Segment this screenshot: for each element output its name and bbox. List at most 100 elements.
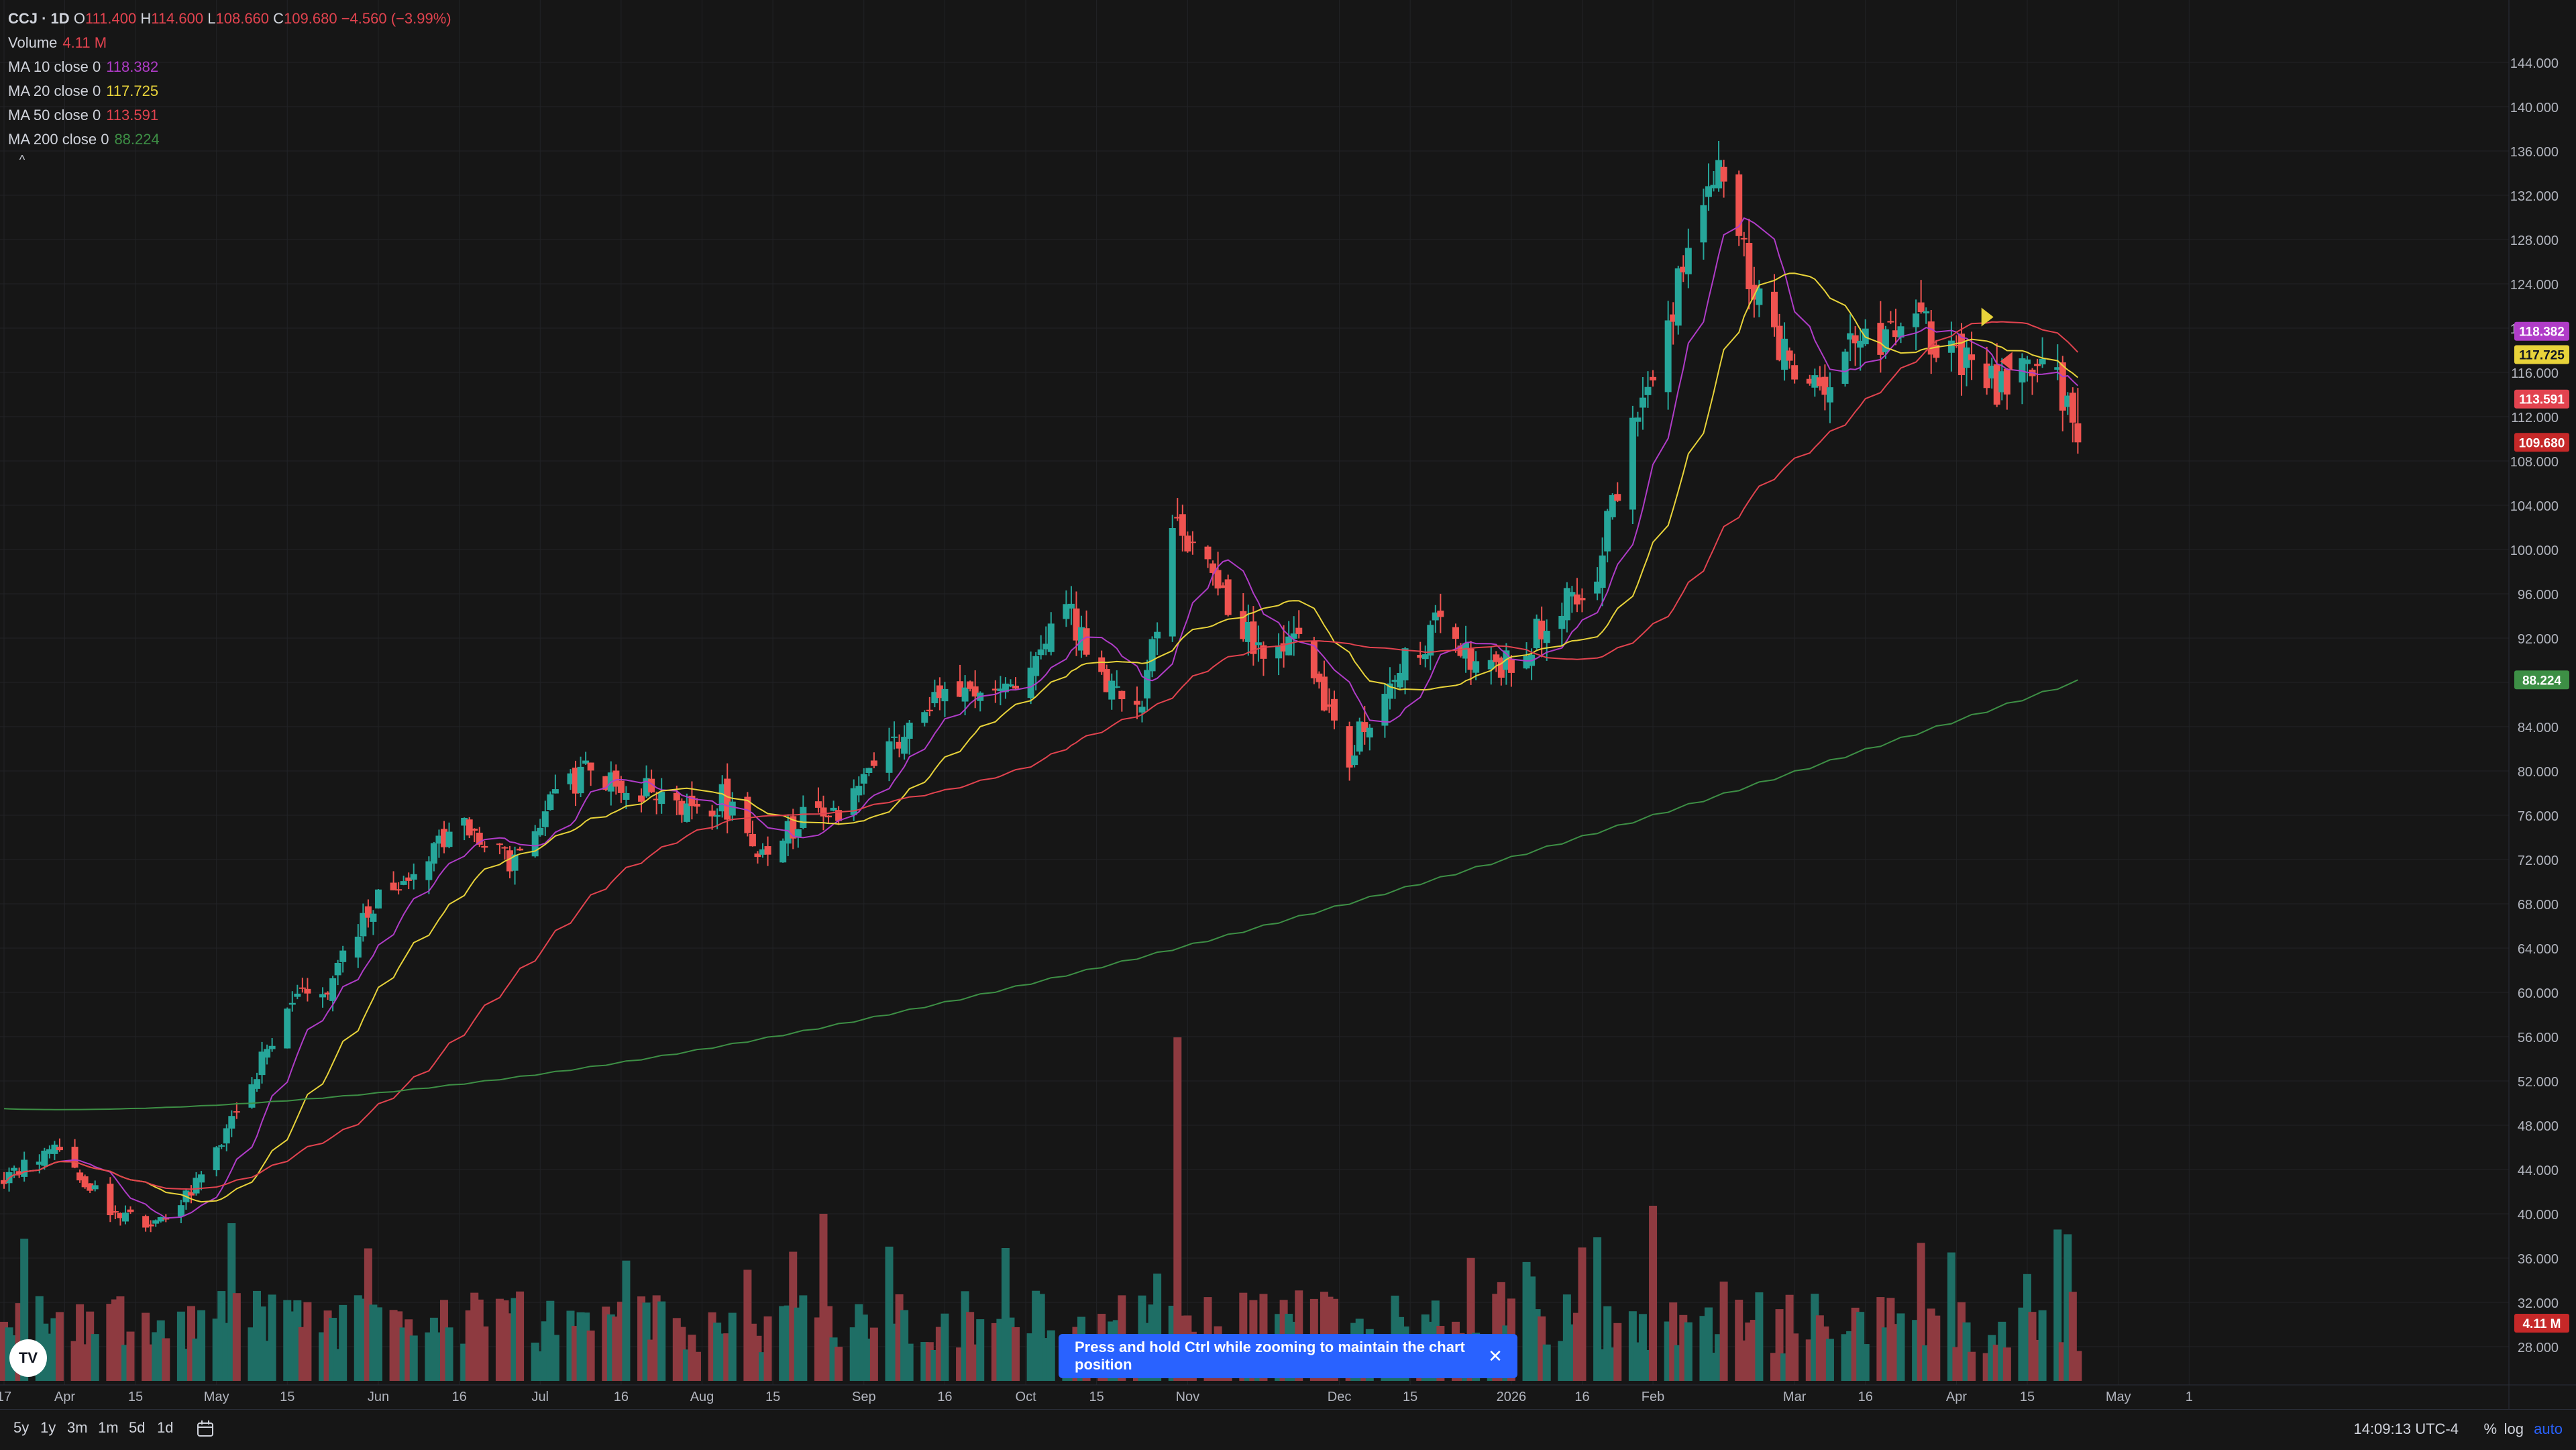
close-value: 109.680 <box>284 10 337 27</box>
price-tick-label: 104.000 <box>2510 499 2559 514</box>
timeframe-3m-button[interactable]: 3m <box>67 1419 88 1436</box>
timeframe-5y-button[interactable]: 5y <box>13 1419 30 1436</box>
clock-timezone[interactable]: 14:09:13 UTC-4 <box>2353 1420 2459 1437</box>
candle-body <box>921 712 928 723</box>
candle-body <box>517 848 524 851</box>
time-tick-label: 15 <box>2020 1390 2035 1404</box>
grid-lines <box>0 0 2509 1385</box>
candle-body <box>304 988 311 994</box>
candle-body <box>2054 367 2061 370</box>
auto-scale-toggle[interactable]: auto <box>2534 1420 2563 1437</box>
candle-body <box>531 831 539 857</box>
candle-body <box>1346 726 1353 768</box>
candle-body <box>430 843 437 864</box>
candle-body <box>1113 686 1120 688</box>
timeframe-5d-button[interactable]: 5d <box>129 1419 146 1436</box>
volume-bar <box>1896 1313 1905 1381</box>
candle-body <box>764 846 771 855</box>
candlestick-chart[interactable]: 28.000 32.000 36.000 40.000 44.000 48.000 52.0… <box>0 0 2576 1409</box>
price-tick-label: 116.000 <box>2511 366 2559 381</box>
volume-row[interactable]: Volume 4.11 M <box>8 31 451 55</box>
price-tick-label: 96.000 <box>2518 588 2559 603</box>
candle-body <box>1002 683 1009 692</box>
timeframe-1d-button[interactable]: 1d <box>157 1419 174 1436</box>
volume-bar <box>303 1302 312 1381</box>
collapse-legend-button[interactable]: ^ <box>19 153 25 166</box>
timeframe-1m-button[interactable]: 1m <box>98 1419 119 1436</box>
candle-body <box>1144 670 1151 698</box>
candle-body <box>1563 588 1570 621</box>
candle-body <box>1417 655 1424 658</box>
volume-price-label <box>2514 1314 2569 1333</box>
candle-body <box>1857 340 1864 348</box>
percent-toggle[interactable]: % <box>2483 1420 2497 1437</box>
candle-body <box>354 936 362 958</box>
price-tick-label: 32.000 <box>2518 1296 2559 1311</box>
candle-body <box>1756 288 1763 305</box>
volume-bar <box>692 1351 701 1381</box>
symbol-title[interactable]: CCJ · 1D <box>8 10 70 27</box>
candle-body <box>865 768 873 773</box>
volume-bar <box>1173 1037 1182 1381</box>
candle-body <box>51 1144 58 1154</box>
candle-body <box>1351 755 1358 766</box>
ma10-row[interactable]: MA 10 close 0 118.382 <box>8 55 451 79</box>
candle-body <box>1507 659 1515 673</box>
candle-body <box>855 786 863 796</box>
ma200-row[interactable]: MA 200 close 0 88.224 <box>8 127 451 152</box>
volume-bar <box>91 1334 99 1381</box>
candle-body <box>1599 555 1606 588</box>
volume-bar <box>268 1294 276 1381</box>
ohlc-row: CCJ · 1D O111.400 H114.600 L108.660 C109… <box>8 7 451 31</box>
volume-bar <box>586 1330 595 1381</box>
candle-body <box>284 1008 291 1049</box>
candle-body <box>1927 321 1935 355</box>
candle-body <box>1401 648 1409 680</box>
candle-body <box>56 1147 63 1151</box>
log-toggle[interactable]: log <box>2504 1420 2524 1437</box>
price-tick-label: 108.000 <box>2510 455 2559 470</box>
candle-body <box>1821 376 1829 395</box>
candle-body <box>1295 627 1303 634</box>
calendar-icon[interactable] <box>196 1419 215 1438</box>
tradingview-logo[interactable]: TV <box>9 1339 47 1377</box>
candle-body <box>1816 377 1823 386</box>
timeframe-1y-button[interactable]: 1y <box>40 1419 56 1436</box>
time-tick-label: Jun <box>368 1390 389 1404</box>
time-tick-label: 1 <box>2186 1390 2193 1404</box>
candle-body <box>445 831 453 847</box>
volume-bar <box>657 1301 666 1381</box>
candle-body <box>198 1174 205 1183</box>
candle-body <box>15 1171 23 1175</box>
time-tick-label: 15 <box>765 1390 780 1404</box>
candle-body <box>187 1192 195 1196</box>
price-tick-label: 144.000 <box>2510 56 2559 71</box>
close-icon[interactable]: ✕ <box>1488 1346 1503 1366</box>
candle-body <box>577 766 584 794</box>
candle-body <box>1670 314 1677 322</box>
time-tick-label: 2026 <box>1497 1390 1527 1404</box>
candle-body <box>1462 643 1470 659</box>
price-tick-label: 92.000 <box>2518 632 2559 647</box>
volume-bar <box>374 1307 382 1381</box>
candle-body <box>405 877 413 881</box>
candle-body <box>800 807 807 828</box>
price-tick-label: 72.000 <box>2518 853 2559 868</box>
time-axis[interactable]: 17 Apr 15 May 15 Jun 16 Jul 16 Aug 15 Sep 16 Oct 15 Nov… <box>0 1384 2576 1404</box>
ma20-line <box>3 272 2079 1203</box>
ma50-row[interactable]: MA 50 close 0 113.591 <box>8 103 451 127</box>
candle-body <box>957 681 964 697</box>
candle-body <box>471 829 478 831</box>
volume-bar <box>551 1335 559 1381</box>
candle-body <box>1391 680 1399 682</box>
candle-body <box>1786 350 1793 361</box>
candle-body <box>1148 639 1156 672</box>
candle-body <box>36 1161 43 1165</box>
candle-body <box>1750 284 1758 300</box>
candle-body <box>1604 511 1611 552</box>
price-axis[interactable]: 28.000 32.000 36.000 40.000 44.000 48.000 52.0… <box>2508 0 2559 1409</box>
ma20-row[interactable]: MA 20 close 0 117.725 <box>8 79 451 103</box>
candle-body <box>329 978 337 1001</box>
ma200-price-label-text: 88.224 <box>2522 674 2562 688</box>
candle-body <box>1174 517 1181 519</box>
